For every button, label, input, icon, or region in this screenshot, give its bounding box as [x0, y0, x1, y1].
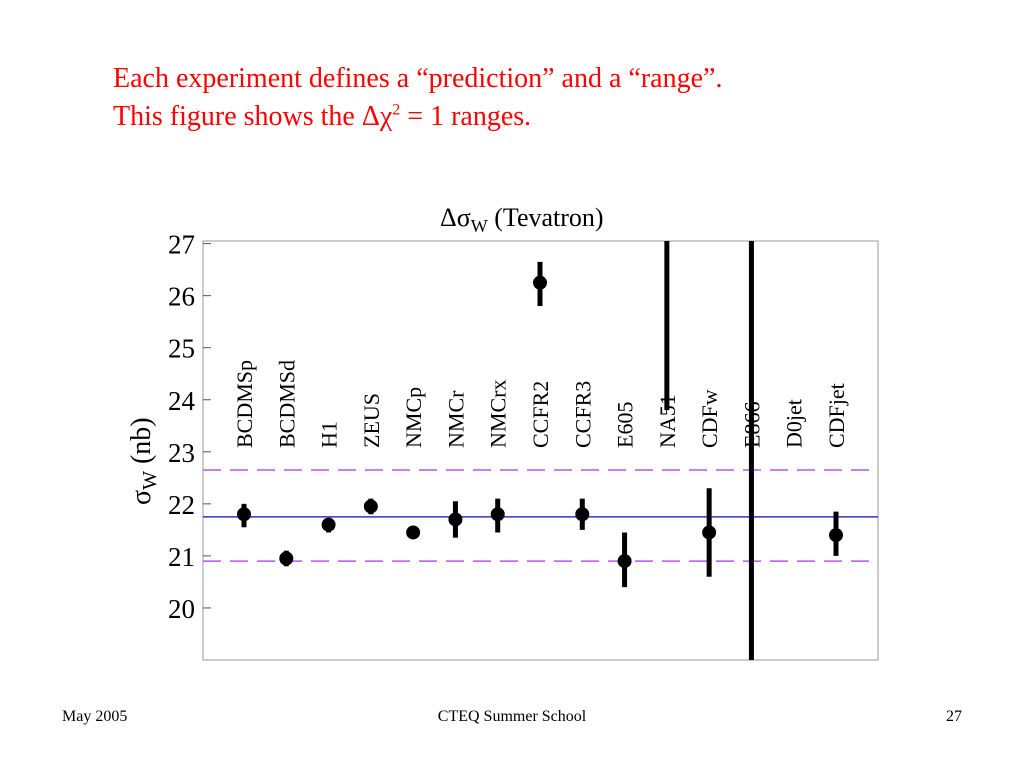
heading-line-2-suffix: = 1 ranges.: [400, 101, 532, 132]
plot-frame: [202, 240, 879, 661]
heading-line-1: Each experiment defines a “prediction” a…: [113, 63, 723, 94]
plot-area: 20 21 22 23 24 25 26 27 BCDMSp BCDMSd H1 ZEUS NMCp NM…: [168, 230, 879, 661]
data-point: [575, 507, 590, 522]
experiment-label: CDFjet: [824, 383, 849, 448]
experiment-label: NMCr: [443, 390, 468, 448]
data-point: [321, 517, 336, 532]
chart-title: ΔσW (Tevatron): [440, 203, 604, 236]
y-tick-label: 23: [168, 438, 195, 468]
data-point: [363, 499, 378, 514]
footer-event: CTEQ Summer School: [437, 708, 587, 725]
data-point: [829, 528, 843, 543]
experiment-label: E605: [613, 402, 638, 448]
experiment-label: D0jet: [782, 399, 807, 448]
y-tick-label: 25: [168, 334, 195, 364]
experiment-label: BCDMSp: [232, 360, 257, 448]
experiment-label: NMCrx: [486, 380, 511, 448]
data-point: [533, 275, 547, 290]
data-point: [702, 525, 717, 540]
data-point: [237, 507, 251, 522]
slide-heading: Each experiment defines a “prediction” a…: [113, 60, 722, 136]
experiment-label: H1: [317, 421, 342, 448]
y-tick-label: 20: [168, 594, 195, 624]
data-point: [490, 507, 505, 522]
experiment-label: CCFR2: [528, 381, 553, 448]
experiment-label: BCDMSd: [274, 360, 299, 448]
y-tick-label: 24: [168, 386, 196, 416]
data-point: [448, 512, 463, 527]
y-axis-label: σW (nb): [126, 417, 161, 505]
y-tick-label: 21: [168, 542, 195, 572]
data-point: [617, 554, 632, 569]
footer-date: May 2005: [62, 708, 128, 725]
heading-superscript: 2: [392, 101, 401, 119]
experiment-label: CDFw: [697, 389, 722, 448]
experiment-label: ZEUS: [359, 393, 384, 448]
data-point: [406, 525, 421, 540]
y-tick-label: 27: [168, 230, 195, 260]
y-tick-label: 22: [168, 490, 195, 520]
experiment-label: NMCp: [401, 387, 426, 448]
heading-line-2-prefix: This figure shows the Δχ: [113, 101, 393, 132]
data-point: [279, 551, 294, 566]
footer-page-number: 27: [946, 708, 962, 725]
experiment-label: CCFR3: [570, 381, 595, 448]
y-tick-label: 26: [168, 282, 195, 312]
